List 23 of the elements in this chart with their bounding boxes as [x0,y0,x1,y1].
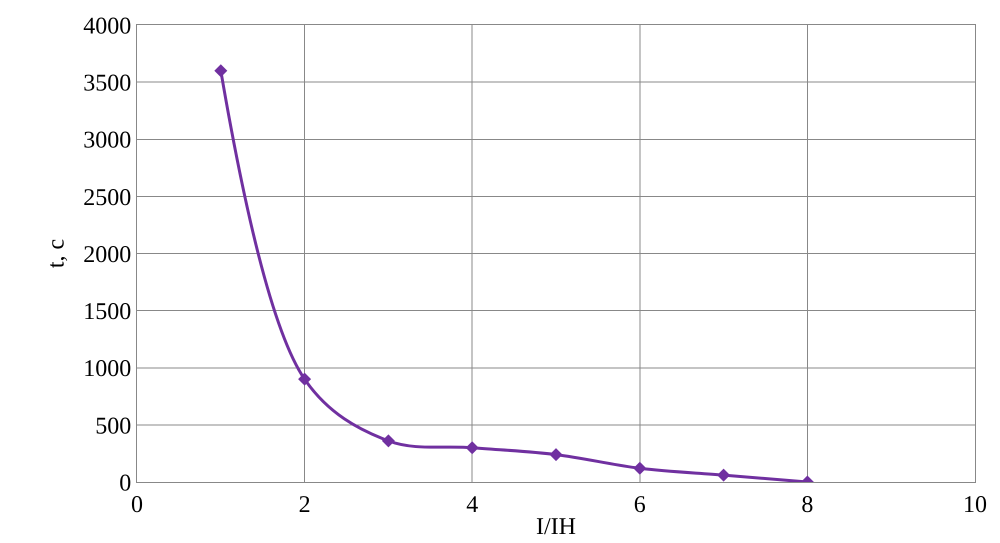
point [298,372,312,386]
y-tick-label: 1000 [83,356,132,382]
y-tick-label: 3000 [83,128,132,154]
x-tick-label: 8 [801,492,814,518]
x-tick-label: 6 [634,492,646,518]
y-tick-label: 4000 [83,13,132,40]
x-tick-label: 2 [298,492,311,518]
point [717,468,730,482]
y-tick-label: 2500 [83,184,132,211]
point [633,462,646,475]
point [550,448,562,462]
y-tick-label: 3500 [83,70,132,97]
x-tick-label: 10 [963,492,987,518]
point [382,434,395,448]
x-tick-label: 4 [466,492,478,518]
y-tick-label: 0 [119,470,132,496]
y-tick-label: 500 [95,413,132,440]
point [214,64,228,78]
point [466,441,479,454]
x-axis-title: I/IH [536,514,576,540]
y-tick-label: 1500 [83,299,132,326]
y-axis-title: t, c [43,238,70,268]
y-tick-label: 2000 [83,242,132,268]
